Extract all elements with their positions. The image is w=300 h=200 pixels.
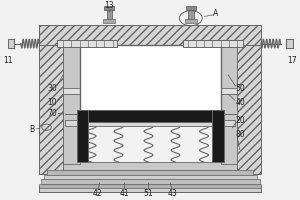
Bar (63, 45, 80, 88)
Text: 42: 42 (93, 189, 102, 198)
Text: 30: 30 (48, 84, 57, 93)
Text: 50: 50 (235, 84, 245, 93)
Bar (63, 88, 80, 94)
Text: A: A (213, 9, 219, 18)
Bar (106, 8, 112, 19)
Text: 20: 20 (235, 116, 245, 125)
Bar (104, 6, 114, 10)
Text: 51: 51 (144, 189, 153, 198)
Bar (57, 40, 117, 47)
Bar (76, 110, 224, 122)
Bar (188, 8, 194, 19)
Bar (39, 25, 63, 174)
Text: 80: 80 (235, 130, 245, 139)
Text: 43: 43 (168, 189, 177, 198)
Text: 40: 40 (235, 98, 245, 107)
Bar (76, 110, 88, 162)
Text: 11: 11 (4, 56, 13, 65)
Bar (39, 25, 261, 45)
Bar (40, 179, 260, 184)
Text: 17: 17 (287, 56, 296, 65)
Bar (39, 184, 261, 188)
Bar (237, 25, 261, 174)
Bar (46, 170, 253, 175)
Bar (8, 39, 14, 48)
Text: 70: 70 (48, 109, 57, 118)
Bar (39, 186, 261, 192)
Bar (44, 175, 256, 179)
Bar (63, 162, 237, 170)
Bar (220, 88, 237, 94)
Bar (185, 19, 196, 23)
Text: B: B (29, 125, 34, 134)
Bar (212, 110, 224, 162)
Bar (220, 94, 237, 164)
Bar (286, 39, 292, 48)
Text: 41: 41 (120, 189, 129, 198)
Bar (220, 45, 237, 88)
Text: 13: 13 (105, 1, 114, 10)
Bar (103, 19, 115, 23)
Text: 10: 10 (48, 98, 57, 107)
Bar (183, 40, 243, 47)
Bar (63, 94, 80, 164)
Bar (186, 6, 196, 10)
Bar (64, 120, 236, 126)
Bar (80, 45, 220, 118)
